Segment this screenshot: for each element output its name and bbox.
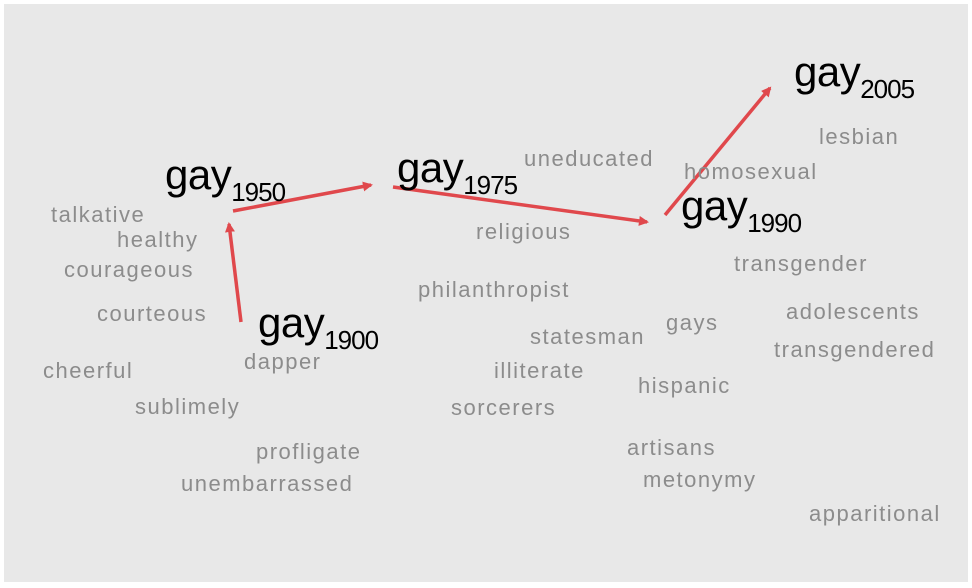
neighbor-word: adolescents [786, 299, 920, 324]
trajectory-arrows [225, 86, 772, 323]
trajectory-arrow-4 [663, 86, 772, 217]
neighbor-word: illiterate [494, 358, 585, 383]
neighbor-word: uneducated [524, 146, 654, 171]
neighbor-word: dapper [244, 349, 322, 374]
neighbor-word: metonymy [643, 467, 757, 492]
anchor-gay-1990: gay1990 [681, 182, 802, 238]
neighbor-word: cheerful [43, 358, 134, 383]
neighbor-word: profligate [256, 439, 362, 464]
neighbor-word: artisans [627, 435, 717, 460]
neighbor-word: transgendered [774, 337, 936, 362]
neighbor-word: unembarrassed [181, 471, 354, 496]
anchor-gay-1900: gay1900 [258, 299, 379, 355]
neighbor-word: sublimely [135, 394, 241, 419]
neighbor-word: courageous [64, 257, 194, 282]
neighbor-word: transgender [734, 251, 868, 276]
neighbor-word: healthy [117, 227, 199, 252]
embedding-plot: gay1900 gay1950 gay1975 gay1990 gay2005 … [4, 4, 968, 582]
neighbor-word: sorcerers [451, 395, 557, 420]
trajectory-arrow-2 [232, 181, 373, 213]
neighbor-word: hispanic [638, 373, 731, 398]
neighbor-word: religious [476, 219, 572, 244]
anchor-gay-1950: gay1950 [165, 151, 286, 207]
neighbor-word: apparitional [809, 501, 941, 526]
neighbor-word: lesbian [819, 124, 900, 149]
neighbor-word: philanthropist [418, 277, 570, 302]
neighbor-word: homosexual [684, 159, 818, 184]
neighbor-word: talkative [51, 202, 146, 227]
neighbor-word: statesman [530, 324, 645, 349]
anchor-gay-1975: gay1975 [397, 144, 518, 200]
neighbor-word: courteous [97, 301, 208, 326]
anchor-gay-2005: gay2005 [794, 48, 915, 104]
trajectory-arrow-3 [392, 185, 649, 226]
trajectory-arrow-1 [225, 222, 243, 323]
neighbor-word: gays [666, 310, 719, 335]
